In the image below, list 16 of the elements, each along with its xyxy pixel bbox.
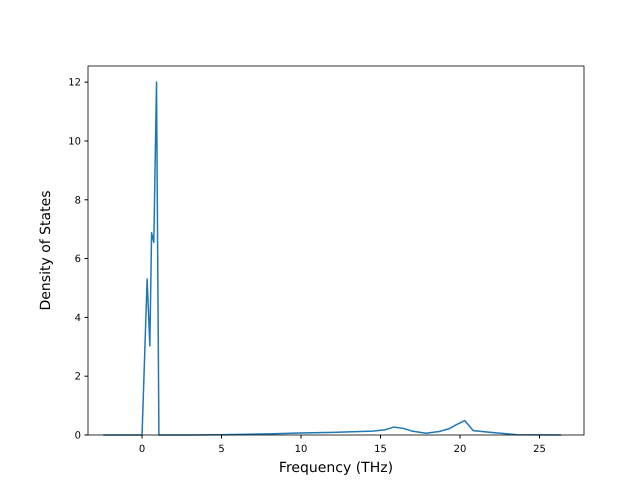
x-tick-label: 15 [374, 444, 387, 455]
x-axis-title: Frequency (THz) [278, 460, 394, 476]
y-tick-label: 10 [68, 136, 81, 148]
x-tick-label: 25 [533, 444, 546, 455]
x-tick-label: 20 [454, 444, 466, 455]
y-tick-label: 0 [74, 430, 81, 442]
x-tick-label: 5 [218, 444, 225, 455]
y-tick-label: 8 [74, 195, 81, 206]
x-tick-label: 10 [294, 444, 308, 455]
line-series [102, 81, 562, 436]
x-tick-label: 0 [138, 444, 146, 455]
y-tick-label: 12 [68, 78, 81, 89]
y-tick-label: 6 [74, 254, 81, 266]
y-tick-label: 4 [74, 312, 81, 324]
y-axis-title: Density of States [38, 190, 54, 310]
y-tick-label: 2 [74, 372, 81, 383]
